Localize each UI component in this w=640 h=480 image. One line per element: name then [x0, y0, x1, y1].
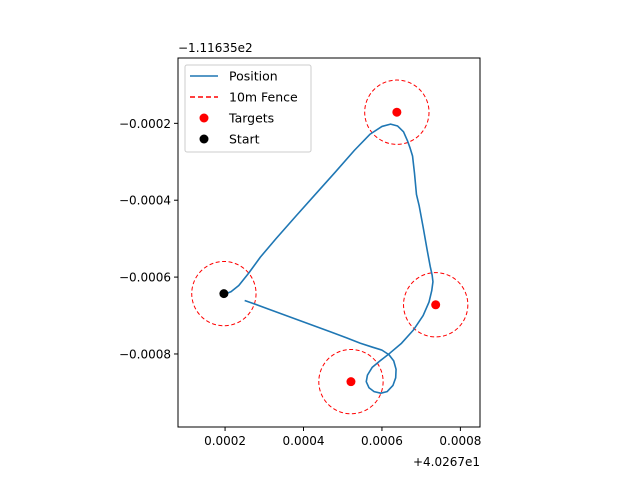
fence-circles: [191, 79, 469, 415]
fence-circle: [318, 348, 384, 415]
fence-circle: [191, 260, 257, 327]
legend-start-label: Start: [229, 132, 260, 147]
y-offset-label: −1.11635e2: [178, 41, 253, 55]
legend-position-label: Position: [229, 69, 278, 84]
legend-fence-label: 10m Fence: [229, 90, 298, 105]
target-point: [431, 300, 441, 310]
y-tick-label: −0.0008: [119, 347, 171, 361]
target-point: [392, 107, 402, 117]
y-tick-label: −0.0002: [119, 117, 171, 131]
y-tick-label: −0.0004: [119, 194, 171, 208]
x-axis: 0.0002 0.0004 0.0006 0.0008: [204, 427, 481, 448]
y-tick-label: −0.0006: [119, 271, 171, 285]
x-tick-label: 0.0006: [361, 434, 403, 448]
target-points: [346, 107, 441, 387]
x-tick-label: 0.0008: [439, 434, 481, 448]
legend-targets-label: Targets: [228, 111, 274, 126]
start-point: [219, 289, 229, 299]
fence-circle: [364, 79, 430, 145]
legend-box: [184, 64, 312, 153]
y-axis: −0.0002 −0.0004 −0.0006 −0.0008: [119, 117, 178, 361]
legend: Position 10m Fence Targets Start: [184, 64, 312, 153]
legend-start-marker: [199, 134, 209, 144]
position-line: [223, 123, 434, 394]
fence-circle: [403, 272, 469, 338]
x-tick-label: 0.0004: [283, 434, 325, 448]
target-point: [346, 377, 356, 387]
x-offset-label: +4.0267e1: [413, 455, 480, 469]
plot-area: [191, 79, 469, 415]
x-tick-label: 0.0002: [204, 434, 246, 448]
legend-targets-marker: [199, 113, 209, 123]
